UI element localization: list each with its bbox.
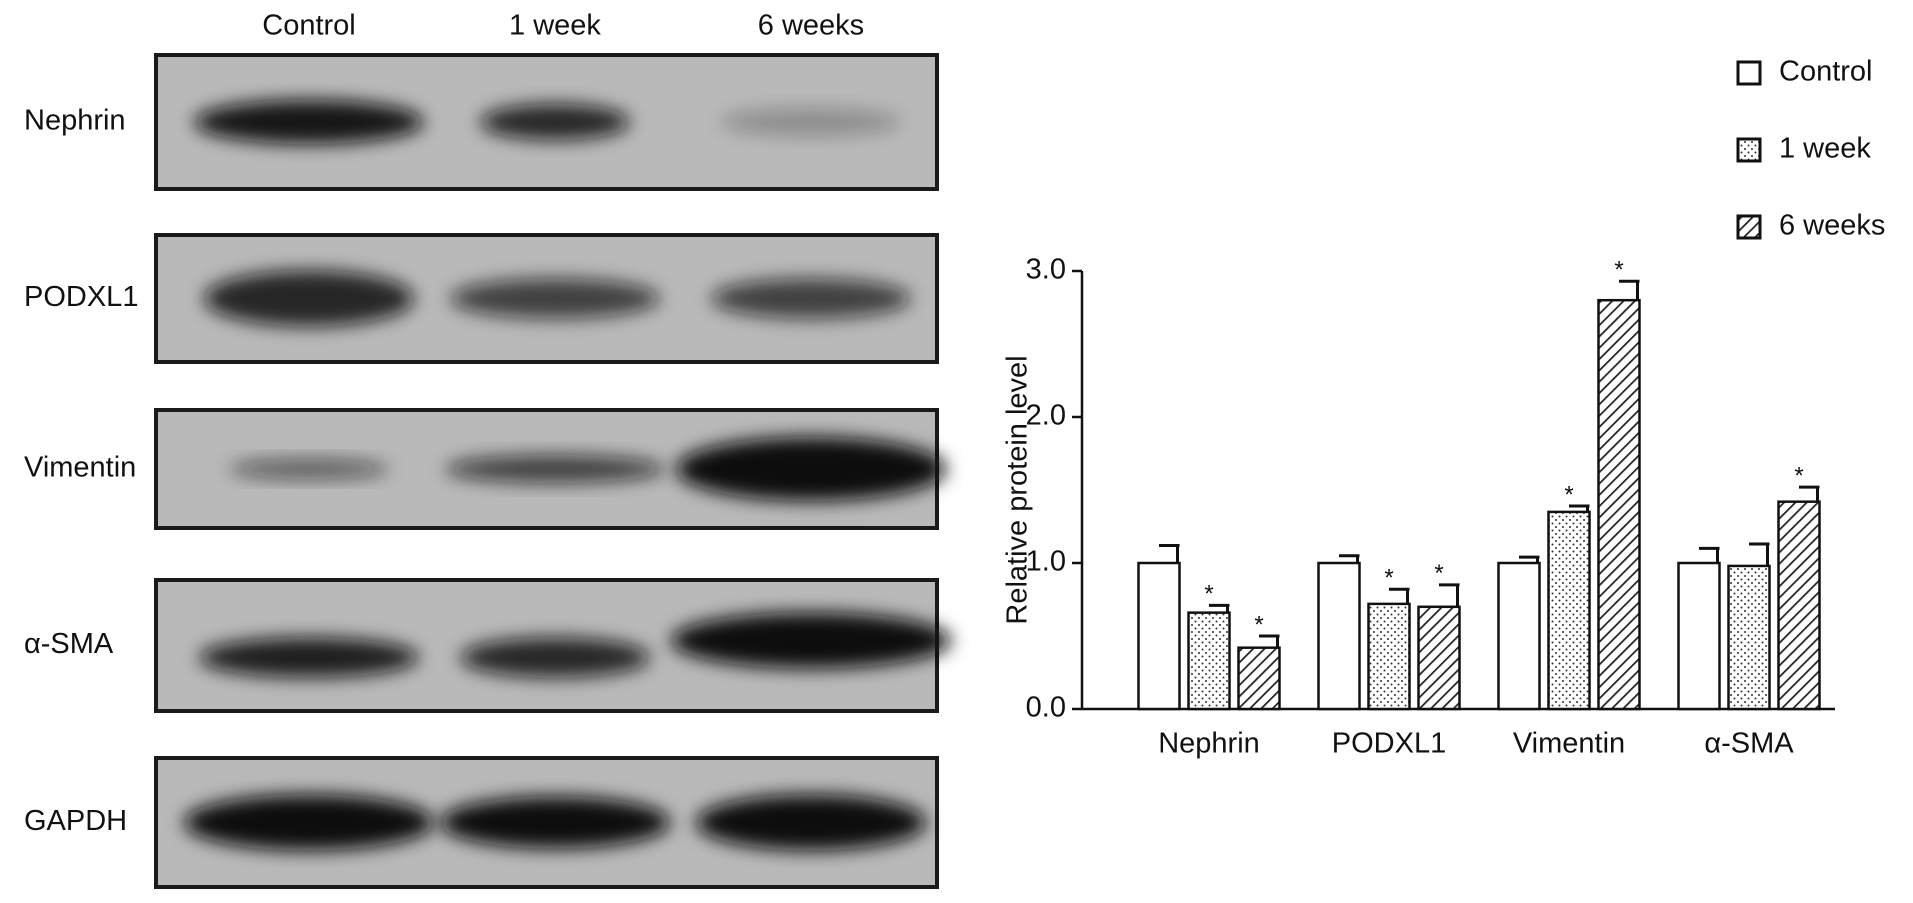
bar: [1317, 561, 1361, 711]
bar: [1597, 298, 1641, 711]
bar: [1547, 510, 1591, 711]
y-axis-label: Relative protein level: [1002, 355, 1034, 624]
blot-band: [229, 459, 389, 479]
y-tick-label: 0.0: [1026, 692, 1066, 724]
legend-label: Control: [1779, 56, 1873, 88]
blot-band: [721, 108, 901, 136]
blot-band: [445, 455, 665, 483]
row-label: Nephrin: [24, 105, 126, 137]
row-label: Vimentin: [24, 452, 136, 484]
blot-band: [204, 270, 414, 327]
lane-label: Control: [262, 10, 356, 42]
bar: [1417, 605, 1461, 711]
bar: [1237, 646, 1281, 711]
significance-marker: *: [1204, 581, 1213, 608]
blot-band: [460, 637, 650, 678]
legend-swatch: [1736, 214, 1762, 240]
blot-band: [676, 437, 946, 501]
y-tick-label: 1.0: [1026, 546, 1066, 578]
bar: [1367, 602, 1411, 711]
legend-swatch: [1736, 137, 1762, 163]
bar: [1187, 611, 1231, 711]
blot-band: [194, 100, 424, 144]
significance-marker: *: [1254, 611, 1263, 638]
blot-band: [480, 104, 630, 140]
blot-band: [711, 278, 911, 319]
blot-band: [184, 794, 434, 851]
significance-marker: *: [1614, 257, 1623, 284]
significance-marker: *: [1794, 462, 1803, 489]
legend-label: 1 week: [1779, 133, 1871, 165]
lane-label: 1 week: [509, 10, 601, 42]
x-tick-label: PODXL1: [1332, 728, 1446, 760]
significance-marker: *: [1434, 560, 1443, 587]
x-tick-label: Vimentin: [1513, 728, 1625, 760]
row-label: GAPDH: [24, 805, 127, 837]
blot-band: [199, 637, 419, 678]
bar: [1777, 500, 1821, 711]
blot-band: [440, 796, 670, 849]
blot-band: [671, 612, 951, 669]
western-blot: Control 1 week 6 weeks Nephrin PODXL1 Vimenti…: [24, 10, 951, 889]
row-label: α-SMA: [24, 628, 114, 660]
x-tick-label: α-SMA: [1704, 728, 1794, 760]
y-tick-label: 3.0: [1026, 254, 1066, 286]
legend-label: 6 weeks: [1779, 210, 1885, 242]
bar: [1497, 561, 1541, 711]
significance-marker: *: [1564, 481, 1573, 508]
bar: [1677, 561, 1721, 711]
blot-band: [696, 794, 926, 851]
bar: [1137, 561, 1181, 711]
y-tick-label: 2.0: [1026, 400, 1066, 432]
blot-band: [450, 278, 660, 319]
x-tick-label: Nephrin: [1158, 728, 1260, 760]
significance-marker: *: [1384, 565, 1393, 592]
row-label: PODXL1: [24, 281, 138, 313]
legend-swatch: [1736, 60, 1762, 86]
lane-label: 6 weeks: [758, 10, 864, 42]
bar: [1727, 564, 1771, 711]
bar-chart: Relative protein level 0.0 1.0 2.0 3.0 Nephr…: [1002, 56, 1886, 760]
